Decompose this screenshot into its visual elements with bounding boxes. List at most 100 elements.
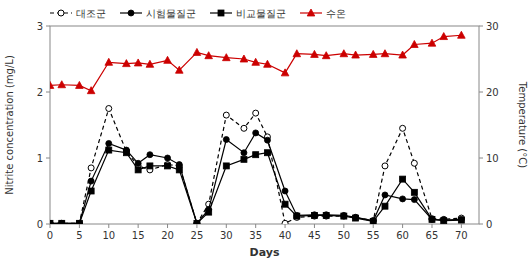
point-marker <box>281 69 289 76</box>
point-marker <box>429 216 435 222</box>
y-tick-label: 3 <box>37 21 43 32</box>
x-tick-label: 50 <box>337 230 350 241</box>
x-tick-label: 25 <box>191 230 204 241</box>
point-marker <box>76 220 82 224</box>
point-marker <box>341 213 347 219</box>
x-tick <box>373 224 374 228</box>
point-marker <box>264 60 272 67</box>
series-line <box>50 109 461 224</box>
point-marker <box>399 51 407 58</box>
x-tick <box>314 224 315 228</box>
y-tick <box>46 158 50 159</box>
x-tick <box>226 224 227 228</box>
y2-axis-label: Temperature (°C) <box>517 81 528 168</box>
point-marker <box>311 50 319 57</box>
point-marker <box>382 192 388 198</box>
legend-label: 시험물질군 <box>146 8 196 19</box>
x-tick-label: 30 <box>220 230 233 241</box>
series <box>50 147 464 224</box>
point-marker <box>59 220 65 224</box>
point-marker <box>193 48 201 55</box>
point-marker <box>223 112 229 118</box>
point-marker <box>294 213 300 219</box>
x-tick <box>431 224 432 228</box>
y2-tick-label: 10 <box>486 153 499 164</box>
point-marker <box>88 165 94 171</box>
point-marker <box>106 106 112 112</box>
point-marker <box>411 160 417 166</box>
point-marker <box>106 147 112 153</box>
point-marker <box>341 213 347 219</box>
point-marker <box>400 176 406 182</box>
x-tick <box>79 224 80 228</box>
legend-marker <box>307 9 315 16</box>
legend-marker <box>128 10 134 16</box>
y2-tick <box>479 158 483 159</box>
y2-tick-label: 0 <box>486 219 492 230</box>
point-marker <box>429 216 435 222</box>
point-marker <box>400 196 406 202</box>
point-marker <box>58 81 66 88</box>
point-marker <box>252 58 260 65</box>
legend-marker <box>58 10 64 16</box>
point-marker <box>282 188 288 194</box>
point-marker <box>400 125 406 131</box>
point-marker <box>50 220 53 224</box>
point-marker <box>253 110 259 116</box>
point-marker <box>323 212 329 218</box>
point-marker <box>205 52 213 59</box>
legend: 대조군시험물질군비교물질군수온 <box>50 8 346 19</box>
y-tick <box>46 26 50 27</box>
point-marker <box>135 167 141 173</box>
point-marker <box>353 215 359 221</box>
point-marker <box>382 163 388 169</box>
point-marker <box>223 137 229 143</box>
point-marker <box>323 213 329 219</box>
x-tick <box>196 224 197 228</box>
point-marker <box>241 150 247 156</box>
point-marker <box>353 214 359 220</box>
point-marker <box>105 58 113 65</box>
y2-tick <box>479 26 483 27</box>
legend-label: 수온 <box>326 8 346 19</box>
point-marker <box>370 218 376 224</box>
x-tick <box>402 224 403 228</box>
point-marker <box>223 54 231 61</box>
point-marker <box>135 160 141 166</box>
x-tick <box>285 224 286 228</box>
x-tick <box>461 224 462 228</box>
point-marker <box>50 81 54 88</box>
y-tick-label: 2 <box>37 87 43 98</box>
x-axis-label: Days <box>250 246 280 259</box>
point-marker <box>441 217 447 223</box>
point-marker <box>76 220 82 224</box>
point-marker <box>458 217 464 223</box>
x-tick-label: 60 <box>396 230 409 241</box>
point-marker <box>323 212 329 218</box>
y-tick-label: 0 <box>37 219 43 230</box>
point-marker <box>253 152 259 158</box>
point-marker <box>147 152 153 158</box>
point-marker <box>282 220 288 224</box>
legend-item: 수온 <box>300 8 346 19</box>
axes: 051015202530354045505560657001230102030 <box>37 21 499 242</box>
legend-label: 대조군 <box>76 8 106 19</box>
point-marker <box>87 87 95 94</box>
point-marker <box>441 218 447 224</box>
legend-item: 시험물질군 <box>120 8 196 19</box>
point-marker <box>164 56 172 63</box>
point-marker <box>381 50 389 57</box>
series <box>50 106 464 225</box>
x-tick-label: 35 <box>249 230 262 241</box>
point-marker <box>134 59 142 66</box>
x-tick <box>167 224 168 228</box>
point-marker <box>411 197 417 203</box>
y-tick <box>46 224 50 225</box>
y-tick <box>46 92 50 93</box>
y2-tick <box>479 224 483 225</box>
x-tick <box>255 224 256 228</box>
point-marker <box>206 209 212 215</box>
point-marker <box>88 188 94 194</box>
point-marker <box>429 216 435 222</box>
point-marker <box>123 60 131 67</box>
